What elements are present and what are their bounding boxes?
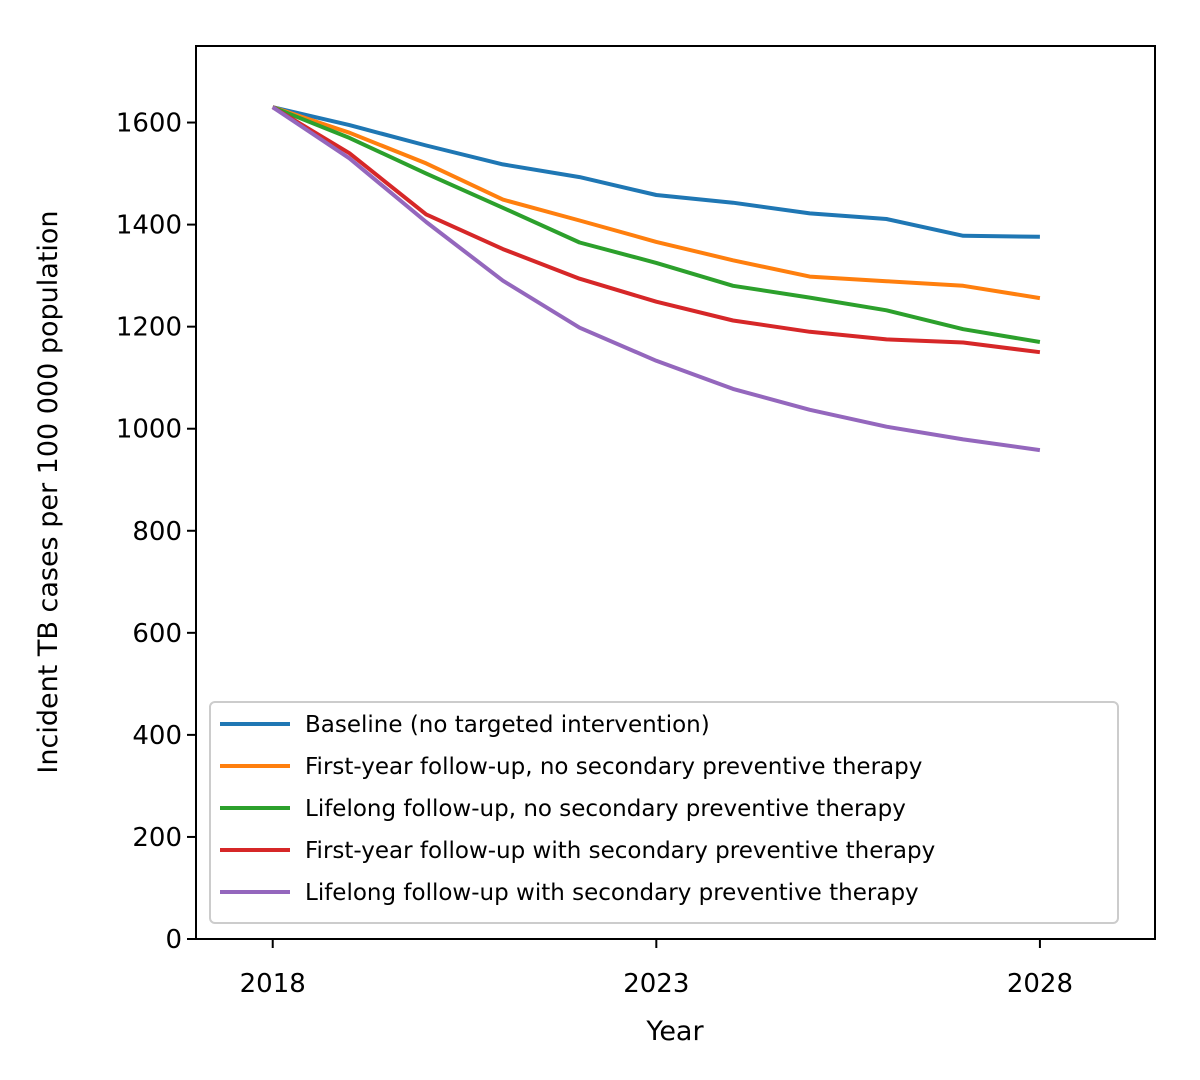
legend-label-2: First-year follow-up, no secondary preve… <box>305 754 922 780</box>
y-tick-label: 1200 <box>116 313 182 343</box>
y-tick-label: 200 <box>132 823 182 853</box>
x-tick-label: 2028 <box>1007 969 1073 999</box>
y-tick-label: 1000 <box>116 415 182 445</box>
x-tick-label: 2023 <box>623 969 689 999</box>
y-tick-label: 400 <box>132 721 182 751</box>
y-tick-label: 1400 <box>116 211 182 241</box>
series-line-1 <box>272 105 1040 239</box>
y-axis: 0 200 400 600 800 1000 1200 1400 1600 <box>116 109 196 955</box>
x-axis: 2018 2023 2028 <box>240 939 1073 999</box>
y-tick-label: 800 <box>132 517 182 547</box>
series-line-2 <box>272 105 1041 301</box>
x-axis-title: Year <box>645 1016 704 1047</box>
series-layer <box>271 105 1041 453</box>
legend-label-3: Lifelong follow-up, no secondary prevent… <box>305 796 906 822</box>
series-line-4 <box>271 105 1041 355</box>
y-tick-label: 1600 <box>116 109 182 139</box>
legend-label-4: First-year follow-up with secondary prev… <box>305 838 935 864</box>
legend-label-1: Baseline (no targeted intervention) <box>305 712 710 738</box>
y-axis-title: Incident TB cases per 100 000 population <box>33 210 64 773</box>
y-tick-label: 0 <box>165 925 182 955</box>
series-line-5 <box>271 105 1041 453</box>
y-tick-label: 600 <box>132 619 182 649</box>
x-tick-label: 2018 <box>240 969 306 999</box>
legend-box <box>209 701 1119 924</box>
legend: Baseline (no targeted intervention) First… <box>209 701 1119 924</box>
plot-frame <box>195 45 1156 940</box>
legend-label-5: Lifelong follow-up with secondary preven… <box>305 880 919 906</box>
series-line-3 <box>271 105 1041 344</box>
